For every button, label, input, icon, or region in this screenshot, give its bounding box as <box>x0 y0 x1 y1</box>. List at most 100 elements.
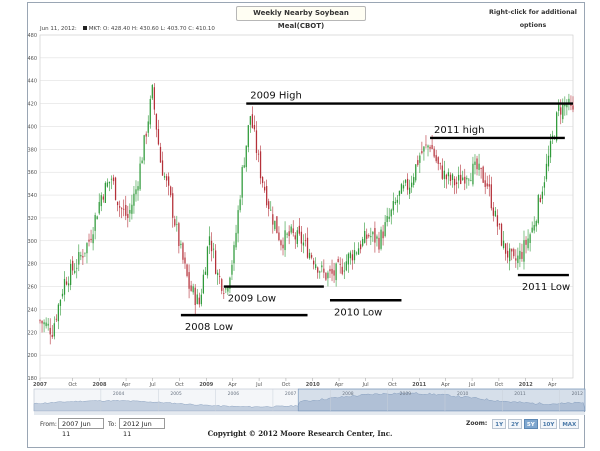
candle-body <box>306 237 309 258</box>
x-tick-label: Apr <box>228 382 238 388</box>
candle-body <box>245 145 247 168</box>
candle-body <box>319 271 321 273</box>
candle-body <box>492 207 494 216</box>
candle-body <box>368 235 370 237</box>
candle-body <box>106 182 109 187</box>
candle-body <box>408 187 411 194</box>
copyright-text: Copyright © 2012 Moore Research Center, … <box>207 429 393 438</box>
candle-body <box>302 242 305 246</box>
candle-body <box>413 177 415 185</box>
candle-body <box>566 103 568 108</box>
candle-body <box>374 228 376 243</box>
to-date-input[interactable]: 2012 Jun 11 <box>119 418 165 438</box>
navigator-year-label: 2004 <box>113 391 125 397</box>
zoom-5y-button[interactable]: 5Y <box>523 418 538 429</box>
candle-body <box>39 320 41 322</box>
candle-body <box>423 146 425 152</box>
candle-body <box>455 182 458 185</box>
candle-body <box>529 234 531 243</box>
candle-body <box>145 133 147 137</box>
candle-body <box>161 160 164 176</box>
candle-body <box>255 130 258 153</box>
candle-body <box>349 252 352 259</box>
candle-body <box>556 112 558 141</box>
candle-body <box>229 277 231 289</box>
candle-body <box>382 231 384 239</box>
candle-body <box>521 251 523 259</box>
zoom-10y-button[interactable]: 10Y <box>539 418 558 429</box>
candle-body <box>310 255 313 258</box>
x-tick-label: 2011 <box>412 382 426 388</box>
candle-body <box>92 234 94 244</box>
series-square-icon <box>82 26 87 30</box>
candle-body <box>421 151 423 154</box>
candle-body <box>163 176 166 178</box>
candle-body <box>174 219 176 226</box>
to-label: To: <box>108 421 117 428</box>
candle-body <box>392 201 394 211</box>
candle-body <box>133 193 135 206</box>
candle-body <box>415 164 417 181</box>
candle-body <box>539 197 541 203</box>
candle-body <box>223 293 225 294</box>
candle-body <box>84 252 86 254</box>
candle-body <box>98 202 100 214</box>
right-click-note[interactable]: Right-click for additional options <box>489 9 577 29</box>
y-tick-label: 480 <box>27 33 37 39</box>
candle-body <box>404 179 407 183</box>
x-tick-label: 2010 <box>306 382 320 388</box>
candle-body <box>345 261 347 271</box>
y-tick-label: 360 <box>27 170 37 176</box>
candle-body <box>63 278 66 295</box>
candle-body <box>80 255 82 257</box>
grid <box>39 34 574 381</box>
navigator-year-label: 2008 <box>342 391 354 397</box>
candle-body <box>359 244 362 250</box>
candle-body <box>241 167 243 198</box>
zoom-max-button[interactable]: MAX <box>559 418 580 429</box>
zoom-1y-button[interactable]: 1Y <box>492 418 507 429</box>
candle-body <box>388 216 390 219</box>
navigator[interactable]: 2004 2005 2006 2007 2008 2009 2010 2011 2012 <box>33 388 586 415</box>
navigator-year-label: 2012 <box>572 391 584 397</box>
candle-body <box>74 270 76 273</box>
candle-body <box>498 223 501 225</box>
candle-body <box>419 155 421 163</box>
candle-body <box>313 260 315 265</box>
y-tick-label: 240 <box>27 307 37 313</box>
candle-body <box>439 162 441 164</box>
candle-body <box>572 105 574 110</box>
candle-body <box>298 225 300 234</box>
candle-body <box>549 141 552 158</box>
y-tick-label: 220 <box>27 330 37 336</box>
x-tick-label: Jul <box>255 382 262 388</box>
candle-body <box>272 214 274 225</box>
zoom-2y-button[interactable]: 2Y <box>508 418 522 429</box>
candle-body <box>172 193 174 218</box>
candle-body <box>235 232 237 248</box>
candle-body <box>180 243 182 246</box>
candle-body <box>433 148 435 157</box>
candle-body <box>290 226 292 233</box>
x-tick-label: Oct <box>68 382 77 388</box>
navigator-year-label: 2009 <box>400 391 412 397</box>
candle-body <box>282 244 284 249</box>
zoom-label: Zoom: <box>466 420 488 427</box>
candle-body <box>500 223 503 246</box>
annotation-label: 2011 high <box>434 125 484 136</box>
candle-body <box>488 184 490 187</box>
candle-body <box>411 182 413 188</box>
candle-body <box>541 191 544 199</box>
candle-body <box>547 155 550 167</box>
candle-body <box>384 222 386 237</box>
candle-body <box>406 178 409 190</box>
candle-body <box>400 184 403 194</box>
candle-body <box>517 255 519 263</box>
x-tick-label: Jul <box>362 382 369 388</box>
candle-body <box>537 195 539 223</box>
navigator-year-label: 2006 <box>228 391 240 397</box>
candle-body <box>531 227 533 233</box>
from-date-input[interactable]: 2007 Jun 11 <box>58 418 104 438</box>
candle-body <box>41 320 43 324</box>
